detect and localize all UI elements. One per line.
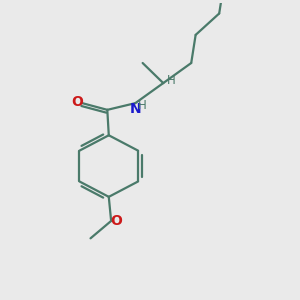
Text: O: O — [71, 95, 83, 109]
Text: O: O — [110, 214, 122, 228]
Text: H: H — [167, 74, 176, 87]
Text: N: N — [130, 102, 142, 116]
Text: H: H — [138, 99, 147, 112]
